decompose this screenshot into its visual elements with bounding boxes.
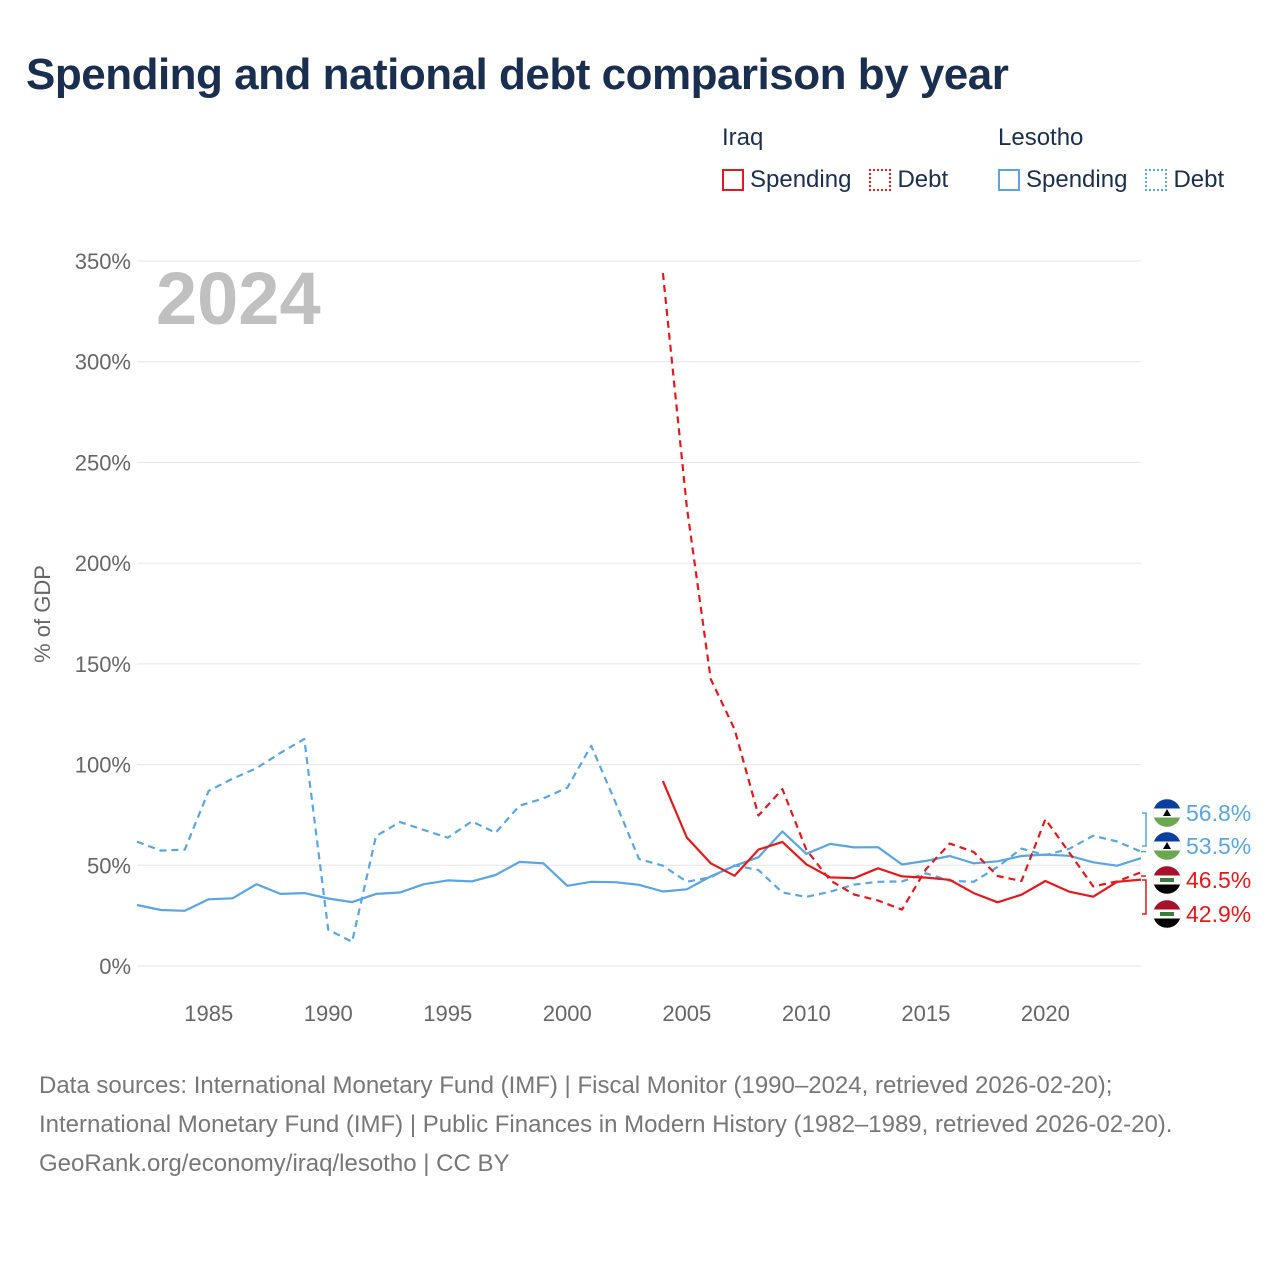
series-line-iraq-debt [661, 272, 1142, 911]
x-tick-label: 2005 [662, 1001, 711, 1026]
series-line-lesotho-spending [136, 830, 1142, 912]
flag-outline [1152, 831, 1182, 861]
x-tick-label: 2015 [901, 1001, 950, 1026]
y-tick-label: 50% [87, 853, 131, 878]
y-axis-label: % of GDP [30, 565, 55, 663]
year-watermark: 2024 [156, 257, 321, 340]
data-sources: Data sources: International Monetary Fun… [39, 1072, 1173, 1138]
legend-swatch-lesotho-debt [1145, 169, 1168, 191]
end-label-lesotho: 56.8% [1152, 798, 1251, 828]
y-tick-label: 0% [99, 954, 131, 979]
iraq-flag-icon [1153, 900, 1181, 928]
series-line-iraq-spending [661, 780, 1142, 904]
y-tick-label: 150% [75, 652, 131, 677]
flag-stripe [1153, 866, 1181, 876]
flag-stripe [1153, 918, 1181, 928]
legend-label-lesotho-debt: Debt [1173, 166, 1225, 193]
legend-iraq-debt[interactable]: Debt [869, 166, 948, 194]
flag-outline [1152, 798, 1182, 828]
legend-label-lesotho-spending: Spending [1026, 166, 1128, 193]
chart-title: Spending and national debt comparison by… [26, 50, 1009, 99]
legend-group-iraq: Iraq Spending Debt [722, 124, 948, 194]
end-label-lesotho: 53.5% [1152, 831, 1251, 861]
flag-hat [1163, 809, 1171, 816]
flag-stripe [1153, 817, 1181, 827]
flag-stripe [1153, 832, 1181, 842]
legend-label-iraq-spending: Spending [750, 166, 852, 193]
y-tick-label: 350% [75, 249, 131, 274]
flag-hat [1163, 842, 1171, 849]
footer: Data sources: International Monetary Fun… [39, 1066, 1239, 1183]
end-label-bracket-iraq [1141, 875, 1147, 915]
legend-swatch-lesotho-spending [998, 169, 1020, 191]
legend-iraq-spending[interactable]: Spending [722, 166, 851, 194]
end-label-bracket-lesotho [1141, 812, 1147, 853]
legend-country-lesotho: Lesotho [998, 124, 1084, 151]
credit-link[interactable]: GeoRank.org/economy/iraq/lesotho | CC BY [39, 1150, 510, 1177]
x-tick-label: 1995 [423, 1001, 472, 1026]
legend-swatch-iraq-debt [869, 169, 892, 191]
legend-lesotho-debt[interactable]: Debt [1145, 166, 1224, 194]
x-tick-label: 2000 [543, 1001, 592, 1026]
y-tick-label: 250% [75, 450, 131, 475]
y-tick-label: 300% [75, 350, 131, 375]
line-chart: 0% 50% 100% 150% 200% 250% 300% 350% 1985 1990 199… [30, 249, 1251, 1026]
legend-label-iraq-debt: Debt [897, 166, 949, 193]
end-value-label: 42.9% [1186, 901, 1251, 927]
legend-lesotho-spending[interactable]: Spending [998, 166, 1127, 194]
end-label-iraq: 42.9% [1152, 899, 1251, 929]
lesotho-flag-icon [1153, 799, 1181, 827]
legend-group-lesotho: Lesotho Spending Debt [998, 124, 1224, 194]
flag-script [1160, 912, 1174, 916]
legend-swatch-iraq-spending [722, 169, 744, 191]
end-value-label: 46.5% [1186, 867, 1251, 893]
x-tick-label: 1985 [184, 1001, 233, 1026]
legend-country-iraq: Iraq [722, 124, 764, 151]
x-tick-label: 2020 [1021, 1001, 1070, 1026]
y-tick-label: 100% [75, 753, 131, 778]
flag-stripe [1153, 799, 1181, 809]
iraq-flag-icon [1153, 866, 1181, 894]
flag-stripe [1153, 884, 1181, 894]
flag-outline [1152, 899, 1182, 929]
flag-outline [1152, 865, 1182, 895]
end-label-iraq: 46.5% [1152, 865, 1251, 895]
lesotho-flag-icon [1153, 832, 1181, 860]
end-value-label: 53.5% [1186, 833, 1251, 859]
flag-script [1160, 878, 1174, 882]
flag-stripe [1153, 900, 1181, 910]
y-tick-label: 200% [75, 551, 131, 576]
flag-stripe [1153, 850, 1181, 860]
end-value-label: 56.8% [1186, 800, 1251, 826]
series-line-lesotho-debt [136, 737, 1142, 943]
x-tick-label: 1990 [304, 1001, 353, 1026]
x-tick-label: 2010 [782, 1001, 831, 1026]
